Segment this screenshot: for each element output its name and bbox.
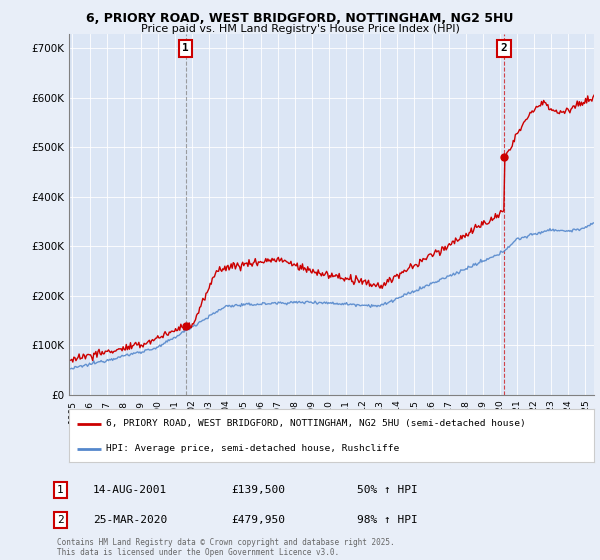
Text: 14-AUG-2001: 14-AUG-2001 <box>93 485 167 495</box>
Text: 2: 2 <box>57 515 64 525</box>
Text: Contains HM Land Registry data © Crown copyright and database right 2025.
This d: Contains HM Land Registry data © Crown c… <box>57 538 395 557</box>
Text: £139,500: £139,500 <box>231 485 285 495</box>
Text: 6, PRIORY ROAD, WEST BRIDGFORD, NOTTINGHAM, NG2 5HU (semi-detached house): 6, PRIORY ROAD, WEST BRIDGFORD, NOTTINGH… <box>106 419 526 428</box>
Text: 6, PRIORY ROAD, WEST BRIDGFORD, NOTTINGHAM, NG2 5HU: 6, PRIORY ROAD, WEST BRIDGFORD, NOTTINGH… <box>86 12 514 25</box>
Text: 50% ↑ HPI: 50% ↑ HPI <box>357 485 418 495</box>
Text: 1: 1 <box>182 44 189 53</box>
Text: Price paid vs. HM Land Registry's House Price Index (HPI): Price paid vs. HM Land Registry's House … <box>140 24 460 34</box>
Text: 2: 2 <box>500 44 507 53</box>
Text: 1: 1 <box>57 485 64 495</box>
Text: 98% ↑ HPI: 98% ↑ HPI <box>357 515 418 525</box>
Text: 25-MAR-2020: 25-MAR-2020 <box>93 515 167 525</box>
Text: HPI: Average price, semi-detached house, Rushcliffe: HPI: Average price, semi-detached house,… <box>106 444 399 453</box>
Text: £479,950: £479,950 <box>231 515 285 525</box>
